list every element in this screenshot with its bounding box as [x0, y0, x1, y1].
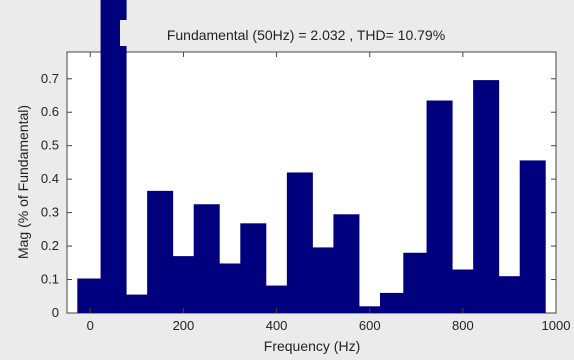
- bar-950hz: [519, 160, 546, 313]
- x-tick-label: 1000: [542, 318, 571, 333]
- x-axis-title: Frequency (Hz): [264, 338, 360, 354]
- y-tick-label: 0.3: [41, 205, 59, 220]
- bar-250hz: [193, 204, 220, 313]
- bar-850hz: [473, 80, 500, 313]
- bar-200hz: [170, 256, 197, 313]
- y-tick-label: 0.4: [41, 171, 59, 186]
- x-tick-label: 800: [452, 318, 474, 333]
- bar-150hz: [147, 190, 174, 313]
- x-tick-label: 0: [87, 318, 94, 333]
- y-tick-label: 0.5: [41, 138, 59, 153]
- bar-550hz: [333, 214, 360, 313]
- bar-800hz: [449, 269, 476, 313]
- bar-700hz: [403, 252, 430, 313]
- bar-50hz: [100, 0, 127, 313]
- bar-300hz: [217, 263, 243, 313]
- y-tick-label: 0: [52, 305, 59, 320]
- y-tick-label: 0.2: [41, 238, 59, 253]
- y-axis-title: Mag (% of Fundamental): [15, 105, 31, 259]
- title-background: [120, 20, 480, 46]
- bar-350hz: [240, 223, 267, 313]
- y-tick-label: 0.6: [41, 104, 59, 119]
- x-tick-label: 400: [266, 318, 288, 333]
- bar-650hz: [380, 292, 406, 313]
- bar-450hz: [286, 172, 313, 313]
- bar-100hz: [123, 294, 150, 313]
- x-tick-label: 200: [173, 318, 195, 333]
- y-tick-label: 0.7: [41, 71, 59, 86]
- bar-500hz: [310, 247, 337, 313]
- x-tick-label: 600: [359, 318, 381, 333]
- y-tick-label: 0.1: [41, 272, 59, 287]
- bar-750hz: [426, 100, 453, 313]
- bar-0hz: [77, 278, 104, 313]
- bar-900hz: [496, 276, 523, 313]
- chart-title: Fundamental (50Hz) = 2.032 , THD= 10.79%: [167, 27, 445, 43]
